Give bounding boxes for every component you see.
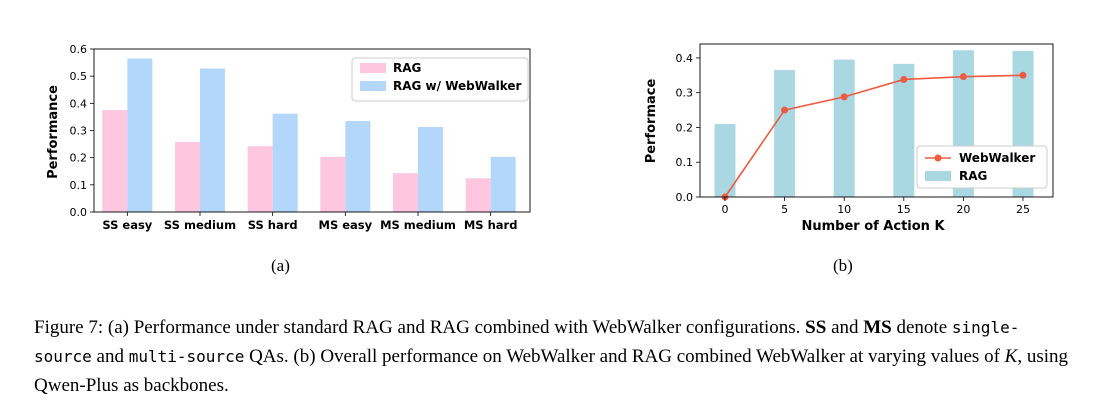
y-tick-label: 0.3 (676, 87, 694, 100)
legend-label-rag: RAG (959, 169, 987, 183)
chart-b-xlabel: Number of Action K (801, 219, 945, 234)
point-webwalker-k-25 (1019, 71, 1027, 79)
bar-rag-ss-easy (102, 110, 128, 212)
caption-and2: and (96, 346, 124, 367)
bar-rag-w-webwalker-ss-medium (200, 68, 225, 212)
x-category-ss-medium: SS medium (164, 218, 236, 232)
bar-rag-ms-easy (320, 156, 346, 212)
y-tick-label: 0.6 (70, 43, 88, 56)
caption-suffix: , using Qwen-Plus as backbones. (34, 346, 1069, 396)
y-tick-label: 0.3 (70, 125, 88, 138)
y-tick-label: 0.4 (676, 52, 694, 65)
caption-multi-source: multi-source (128, 347, 245, 366)
chart-b-axes (696, 43, 1054, 201)
x-category-ms-hard: MS hard (464, 218, 518, 232)
point-webwalker-k-10 (840, 93, 848, 101)
caption-and: and (831, 317, 859, 338)
x-tick-label-15: 15 (897, 203, 911, 216)
bar-rag-w-webwalker-ms-hard (490, 156, 516, 212)
x-tick-label-10: 10 (837, 203, 851, 216)
caption-single-source: single-source (34, 318, 1020, 366)
chart-a-bars (102, 58, 516, 213)
bar-rag-w-webwalker-ms-medium (418, 126, 443, 212)
y-tick-label: 0.0 (676, 191, 694, 204)
sublabel-a: (a) (271, 256, 290, 275)
y-tick-label: 0.5 (70, 70, 88, 83)
bar-rag-k-15 (893, 63, 915, 198)
chart-b-ticks: 0 5 10 15 20 25 0.0 0.1 0.2 0.3 0.4 (676, 52, 1031, 216)
point-webwalker-k-15 (900, 75, 908, 83)
bar-rag-w-webwalker-ss-hard (272, 113, 298, 212)
chart-a-ticks: 0.0 0.1 0.2 0.3 0.4 0.5 0.6 (70, 43, 88, 219)
x-tick-label-25: 25 (1016, 203, 1030, 216)
legend-label-rag: RAG (393, 61, 421, 75)
bar-rag-ss-hard (247, 146, 273, 212)
bar-rag-k-10 (833, 59, 855, 197)
chart-b-ylabel: Performace (644, 79, 659, 164)
caption-ms: MS (863, 317, 892, 338)
bar-rag-ms-hard (465, 178, 491, 212)
x-tick-label-20: 20 (956, 203, 970, 216)
chart-a-axes (90, 48, 531, 216)
chart-a-categories: SS easy SS medium SS hard MS easy MS medium M… (102, 218, 517, 232)
legend-label-rag-webwalker: RAG w/ WebWalker (393, 79, 522, 93)
x-category-ms-medium: MS medium (380, 218, 456, 232)
chart-b: 0 5 10 15 20 25 0.0 0.1 0.2 0.3 0.4 Number of Acti… (644, 43, 1054, 234)
bar-rag-k-5 (774, 70, 796, 197)
chart-a: 0.00.10.20.30.40.50.6 SS easy SS medium SS… (46, 43, 531, 232)
x-tick-label-0: 0 (722, 203, 729, 216)
caption-ss: SS (805, 317, 827, 338)
chart-b-frame (699, 43, 1054, 198)
legend-swatch-rag (360, 63, 386, 73)
chart-b-line (721, 71, 1027, 201)
y-tick-label: 0.2 (676, 121, 694, 134)
y-tick-label: 0.1 (676, 156, 694, 169)
line-webwalker (724, 74, 1024, 198)
chart-b-legend: WebWalker RAG (916, 145, 1048, 189)
chart-a-frame (93, 48, 531, 213)
bar-rag-k-0 (714, 123, 736, 197)
y-tick-label: 0.1 (70, 179, 88, 192)
legend-swatch-rag (925, 171, 951, 181)
y-tick-label: 0.0 (70, 206, 88, 219)
y-tick-label: 0.2 (70, 152, 88, 165)
sublabel-b: (b) (833, 256, 853, 275)
x-tick-label-5: 5 (781, 203, 788, 216)
chart-a-ylabel: Performance (46, 85, 61, 179)
y-tick-label: 0.4 (70, 97, 88, 110)
legend-swatch-rag-webwalker (360, 81, 386, 91)
caption-denote: denote (896, 317, 948, 338)
caption-k: K (1004, 346, 1018, 367)
x-category-ss-easy: SS easy (102, 218, 152, 232)
caption-mid: QAs. (b) Overall performance on WebWalke… (249, 346, 1000, 367)
bar-rag-ss-medium (175, 141, 200, 212)
point-webwalker-k-5 (781, 106, 789, 114)
bar-rag-w-webwalker-ss-easy (127, 58, 153, 213)
legend-marker-webwalker (934, 154, 942, 162)
caption-prefix: Figure 7: (a) Performance under standard… (34, 317, 801, 338)
point-webwalker-k-20 (959, 73, 967, 81)
legend-label-webwalker: WebWalker (959, 151, 1035, 165)
bar-rag-w-webwalker-ms-easy (345, 120, 371, 212)
bar-rag-ms-medium (393, 173, 418, 212)
chart-a-legend: RAG RAG w/ WebWalker (351, 57, 529, 102)
figure-caption: Figure 7: (a) Performance under standard… (34, 313, 1074, 400)
x-category-ms-easy: MS easy (319, 218, 373, 232)
x-category-ss-hard: SS hard (248, 218, 298, 232)
